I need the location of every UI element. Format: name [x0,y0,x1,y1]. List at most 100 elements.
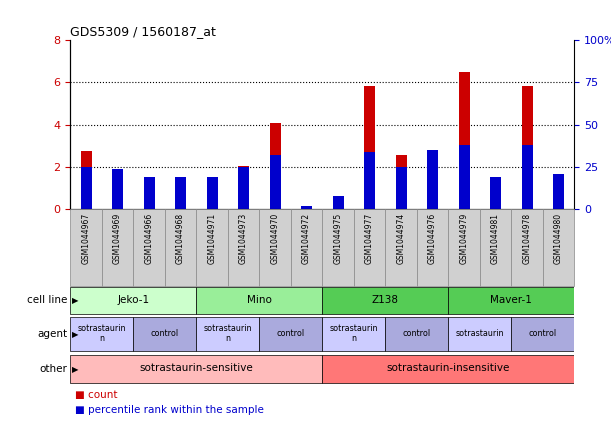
FancyBboxPatch shape [70,287,196,314]
Bar [301,206,312,209]
Text: sotrastaurin
n: sotrastaurin n [329,324,378,343]
FancyBboxPatch shape [70,209,102,286]
Bar [112,169,123,209]
FancyBboxPatch shape [228,209,259,286]
Text: sotrastaurin-sensitive: sotrastaurin-sensitive [139,363,253,374]
FancyBboxPatch shape [259,209,291,286]
FancyBboxPatch shape [480,209,511,286]
Text: ■ percentile rank within the sample: ■ percentile rank within the sample [75,405,264,415]
FancyBboxPatch shape [196,209,228,286]
Text: GSM1044967: GSM1044967 [81,213,90,264]
Bar [427,150,438,209]
FancyBboxPatch shape [165,209,196,286]
Bar [490,178,501,209]
Text: GSM1044971: GSM1044971 [208,213,216,264]
FancyBboxPatch shape [386,209,417,286]
Bar [395,167,406,209]
Bar [301,206,312,209]
FancyBboxPatch shape [448,317,511,351]
FancyBboxPatch shape [417,209,448,286]
Text: ■ count: ■ count [75,390,118,400]
Text: GSM1044981: GSM1044981 [491,213,500,264]
FancyBboxPatch shape [323,355,574,383]
FancyBboxPatch shape [291,209,323,286]
Text: GSM1044968: GSM1044968 [176,213,185,264]
Text: Z138: Z138 [372,295,399,305]
Bar [332,196,343,209]
Text: GSM1044966: GSM1044966 [145,213,153,264]
FancyBboxPatch shape [196,287,323,314]
Text: GSM1044974: GSM1044974 [397,213,406,264]
Bar [553,174,564,209]
Bar [238,166,249,209]
Bar [459,145,470,209]
Bar [269,155,280,209]
Text: agent: agent [37,329,67,339]
Bar [490,177,501,209]
FancyBboxPatch shape [323,287,448,314]
Text: GSM1044972: GSM1044972 [302,213,311,264]
Bar [81,151,92,209]
Bar [144,178,155,209]
Bar [81,167,92,209]
Bar [332,197,343,209]
FancyBboxPatch shape [70,317,133,351]
Bar [459,72,470,209]
Text: GSM1044978: GSM1044978 [522,213,532,264]
FancyBboxPatch shape [354,209,386,286]
Text: Mino: Mino [247,295,272,305]
Text: ▶: ▶ [71,330,78,339]
Bar [207,178,218,209]
Text: sotrastaurin
n: sotrastaurin n [78,324,126,343]
Bar [175,177,186,209]
Text: ▶: ▶ [71,365,78,374]
Text: sotrastaurin-insensitive: sotrastaurin-insensitive [387,363,510,374]
Bar [522,86,533,209]
FancyBboxPatch shape [70,355,323,383]
FancyBboxPatch shape [259,317,323,351]
FancyBboxPatch shape [133,209,165,286]
Text: Jeko-1: Jeko-1 [117,295,149,305]
Bar [427,150,438,209]
Bar [364,152,375,209]
Text: cell line: cell line [27,295,67,305]
Bar [364,86,375,209]
Text: GSM1044975: GSM1044975 [334,213,343,264]
Bar [207,177,218,209]
Text: ▶: ▶ [71,296,78,305]
Text: GSM1044969: GSM1044969 [113,213,122,264]
FancyBboxPatch shape [448,209,480,286]
Bar [522,145,533,209]
Text: GSM1044970: GSM1044970 [271,213,280,264]
Bar [395,156,406,209]
FancyBboxPatch shape [511,209,543,286]
Text: control: control [277,329,305,338]
Text: GSM1044973: GSM1044973 [239,213,248,264]
Text: sotrastaurin
n: sotrastaurin n [203,324,252,343]
Text: GSM1044980: GSM1044980 [554,213,563,264]
Bar [269,123,280,209]
Text: control: control [151,329,179,338]
Text: GSM1044976: GSM1044976 [428,213,437,264]
FancyBboxPatch shape [323,209,354,286]
Bar [144,177,155,209]
Text: GSM1044979: GSM1044979 [459,213,469,264]
Text: control: control [529,329,557,338]
Text: Maver-1: Maver-1 [491,295,532,305]
FancyBboxPatch shape [133,317,196,351]
FancyBboxPatch shape [323,317,386,351]
Text: control: control [403,329,431,338]
Bar [238,167,249,209]
Text: GSM1044977: GSM1044977 [365,213,374,264]
FancyBboxPatch shape [511,317,574,351]
FancyBboxPatch shape [102,209,133,286]
Text: GDS5309 / 1560187_at: GDS5309 / 1560187_at [70,25,216,38]
Bar [112,169,123,209]
Text: sotrastaurin: sotrastaurin [456,329,504,338]
Bar [175,179,186,209]
FancyBboxPatch shape [448,287,574,314]
Bar [553,174,564,209]
Text: other: other [39,364,67,374]
FancyBboxPatch shape [543,209,574,286]
FancyBboxPatch shape [386,317,448,351]
